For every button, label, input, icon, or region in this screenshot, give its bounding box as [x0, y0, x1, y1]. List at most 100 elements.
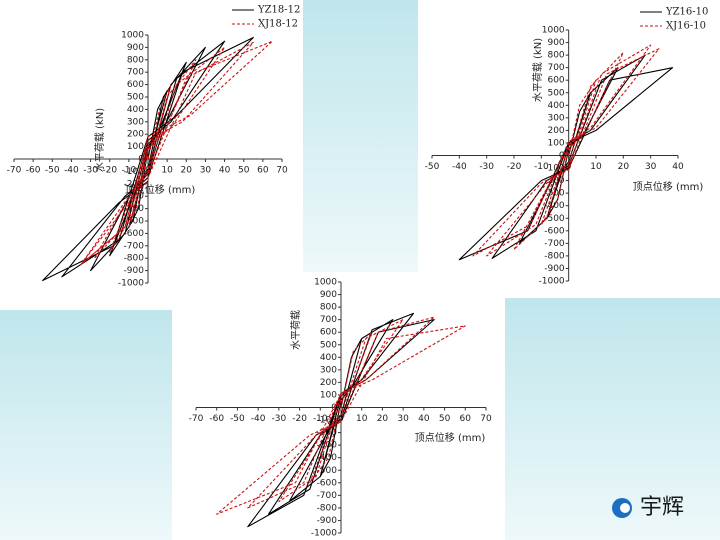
x-axis-label: 顶点位移 (mm) — [633, 180, 704, 193]
y-tick-label: -900 — [124, 266, 145, 276]
y-tick-label: 400 — [547, 101, 564, 111]
y-tick-label: -900 — [317, 516, 338, 526]
y-tick-label: 800 — [320, 303, 337, 313]
x-tick-label: 30 — [200, 166, 212, 176]
y-tick-label: -300 — [317, 441, 338, 451]
x-tick-label: 40 — [219, 166, 231, 176]
background-panel — [505, 298, 720, 540]
y-tick-label: 1000 — [314, 278, 337, 288]
x-tick-label: 10 — [356, 414, 368, 424]
y-tick-label: 600 — [127, 80, 144, 90]
y-tick-label: 500 — [547, 88, 564, 98]
y-tick-label: -800 — [317, 503, 338, 513]
y-tick-label: -400 — [544, 201, 565, 211]
y-tick-label: 400 — [127, 105, 144, 115]
x-tick-label: 70 — [276, 166, 288, 176]
y-tick-label: -800 — [124, 254, 145, 264]
logo: 宇辉 — [612, 495, 684, 520]
x-tick-label: -50 — [425, 162, 440, 172]
x-tick-label: -10 — [313, 414, 328, 424]
x-tick-label: 20 — [377, 414, 389, 424]
y-tick-label: 900 — [127, 43, 144, 53]
x-tick-label: 20 — [618, 162, 630, 172]
x-tick-label: -50 — [230, 414, 245, 424]
x-axis-label: 顶点位移 (mm) — [415, 431, 486, 444]
background-panel — [303, 0, 418, 272]
y-tick-label: -800 — [544, 251, 565, 261]
x-tick-label: 50 — [439, 414, 451, 424]
y-tick-label: -1000 — [539, 277, 565, 287]
x-tick-label: -50 — [45, 166, 60, 176]
x-tick-label: -20 — [507, 162, 522, 172]
y-tick-label: 700 — [547, 63, 564, 73]
x-tick-label: 70 — [480, 414, 492, 424]
x-tick-label: -40 — [452, 162, 467, 172]
y-tick-label: -500 — [124, 217, 145, 227]
x-tick-label: -30 — [272, 414, 287, 424]
y-tick-label: -600 — [124, 229, 145, 239]
legend-label: XJ18-12 — [258, 19, 298, 30]
x-axis-label: 顶点位移 (mm) — [125, 183, 196, 196]
hysteresis-curve — [458, 54, 674, 261]
y-tick-label: -900 — [544, 264, 565, 274]
x-tick-label: 30 — [645, 162, 657, 172]
logo-text: 宇辉 — [640, 495, 684, 520]
x-tick-label: 50 — [238, 166, 250, 176]
y-tick-label: -1000 — [118, 279, 144, 289]
y-tick-label: -100 — [124, 167, 145, 177]
chart: -70 -60 -50 -40 -30 -20 -10 0 10 20 30 40 50 60 70-100… — [189, 278, 492, 539]
y-tick-label: -700 — [124, 241, 145, 251]
y-tick-label: 500 — [320, 340, 337, 350]
chart: -70 -60 -50 -40 -30 -20 -10 0 10 20 30 40 50 60 70-100… — [7, 5, 301, 289]
y-tick-label: 900 — [547, 38, 564, 48]
y-tick-label: -500 — [317, 466, 338, 476]
chart: -50 -40 -30 -20 -10 0 10 20 30 40 -1000 -900 -800 -70… — [425, 7, 709, 287]
y-tick-label: 700 — [320, 315, 337, 325]
y-tick-label: 300 — [320, 365, 337, 375]
y-tick-label: -600 — [317, 478, 338, 488]
y-tick-label: -700 — [544, 239, 565, 249]
x-tick-label: -60 — [26, 166, 41, 176]
y-tick-label: -200 — [124, 179, 145, 189]
x-tick-label: 40 — [418, 414, 430, 424]
y-axis-label: 水平荷载 — [290, 310, 302, 350]
y-tick-label: 1000 — [542, 26, 565, 36]
y-tick-label: 900 — [320, 290, 337, 300]
y-tick-label: 200 — [127, 130, 144, 140]
legend-label: YZ16-10 — [665, 7, 708, 18]
y-tick-label: 300 — [127, 117, 144, 127]
y-tick-label: -600 — [544, 226, 565, 236]
y-axis-label: 水平荷载 (kN) — [532, 38, 544, 102]
x-tick-label: -20 — [292, 414, 307, 424]
x-tick-label: 30 — [397, 414, 409, 424]
y-tick-label: 100 — [127, 142, 144, 152]
x-tick-label: 10 — [590, 162, 602, 172]
y-tick-label: -700 — [317, 491, 338, 501]
x-tick-label: -40 — [64, 166, 79, 176]
y-tick-label: 200 — [547, 126, 564, 136]
x-tick-label: -10 — [534, 162, 549, 172]
x-tick-label: -30 — [479, 162, 494, 172]
legend-label: XJ16-10 — [666, 21, 706, 32]
y-tick-label: -400 — [317, 453, 338, 463]
y-tick-label: 400 — [320, 353, 337, 363]
x-tick-label: -40 — [251, 414, 266, 424]
x-tick-label: -60 — [209, 414, 224, 424]
hysteresis-curve — [80, 40, 273, 265]
y-tick-label: 700 — [127, 68, 144, 78]
y-tick-label: 100 — [547, 138, 564, 148]
x-tick-label: 60 — [460, 414, 472, 424]
x-tick-label: 40 — [672, 162, 684, 172]
hysteresis-curve — [472, 44, 660, 257]
x-tick-label: -10 — [122, 166, 137, 176]
y-tick-label: -500 — [544, 214, 565, 224]
x-tick-label: -70 — [189, 414, 204, 424]
x-tick-label: -70 — [7, 166, 22, 176]
x-tick-label: -20 — [102, 166, 117, 176]
y-tick-label: 300 — [547, 113, 564, 123]
y-tick-label: 100 — [320, 390, 337, 400]
y-tick-label: -100 — [544, 164, 565, 174]
hysteresis-curve — [216, 316, 466, 515]
legend-label: YZ18-12 — [257, 5, 300, 16]
